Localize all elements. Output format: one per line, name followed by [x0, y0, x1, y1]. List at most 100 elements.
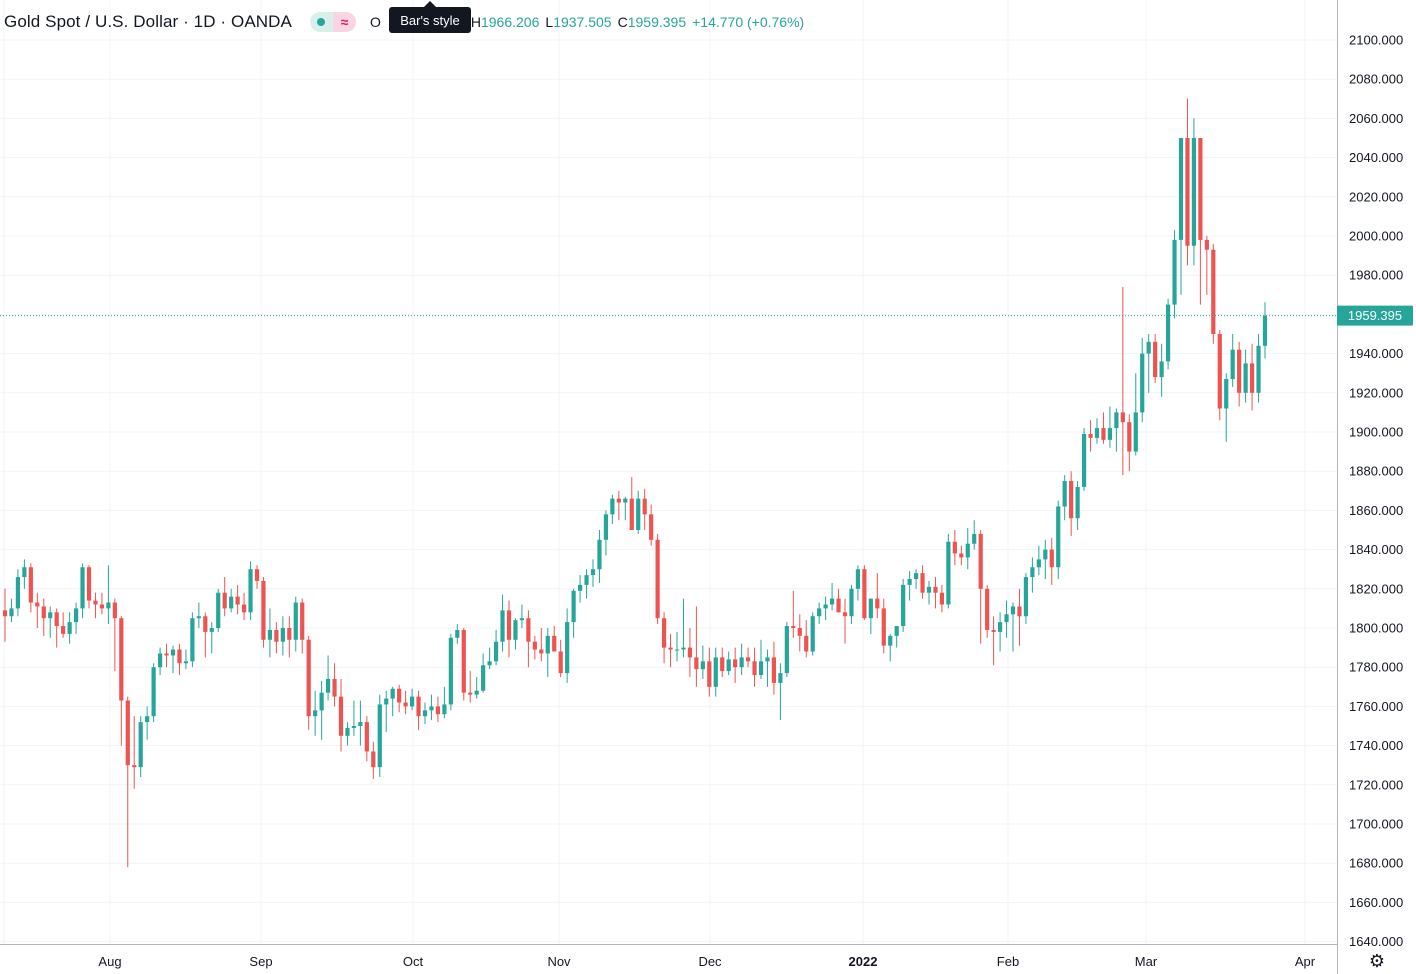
- candle-body: [93, 600, 98, 605]
- candle-down: [203, 612, 208, 658]
- candle-down: [1049, 537, 1054, 585]
- candle-up: [1114, 408, 1119, 452]
- candle-down: [978, 530, 983, 644]
- candle-down: [1237, 341, 1242, 407]
- candle-up: [267, 608, 273, 658]
- candle-body: [1243, 363, 1248, 393]
- candle-down: [1217, 330, 1222, 421]
- candle-up: [429, 694, 434, 721]
- candle-body: [300, 602, 305, 640]
- dot-icon[interactable]: [309, 12, 333, 32]
- candle-body: [1120, 412, 1125, 423]
- symbol-title[interactable]: Gold Spot / U.S. Dollar · 1D · OANDA: [4, 12, 292, 31]
- bars-style-tooltip: Bar's style: [389, 7, 471, 33]
- candle-up: [209, 622, 214, 654]
- wave-icon[interactable]: ≈: [332, 12, 356, 32]
- candle-body: [493, 641, 499, 662]
- candle-down: [61, 612, 66, 638]
- candle-body: [661, 618, 667, 648]
- candle-up: [758, 639, 764, 679]
- candle-layer: [2, 98, 1268, 868]
- candle-down: [164, 643, 169, 668]
- candle-up: [946, 533, 951, 609]
- candle-up: [67, 612, 72, 644]
- y-tick-label: 1800.000: [1349, 621, 1403, 636]
- candle-body: [442, 704, 447, 715]
- gear-icon[interactable]: ⚙: [1368, 950, 1386, 971]
- candle-down: [933, 577, 938, 609]
- candle-body: [338, 696, 344, 736]
- candle-body: [1224, 379, 1229, 409]
- candle-down: [552, 626, 557, 652]
- candle-up: [183, 649, 189, 670]
- candle-down: [300, 598, 305, 654]
- candle-up: [1191, 118, 1197, 266]
- candle-body: [804, 635, 809, 652]
- y-tick-label: 1920.000: [1349, 385, 1403, 400]
- candle-body: [894, 626, 899, 636]
- candle-body: [1107, 428, 1113, 440]
- candle-body: [416, 696, 421, 717]
- candle-body: [235, 596, 240, 605]
- candle-down: [959, 545, 964, 566]
- candle-body: [616, 498, 621, 503]
- candle-up: [248, 561, 253, 621]
- candle-body: [907, 579, 912, 585]
- candle-body: [1217, 334, 1222, 409]
- last-price-badge: [1337, 305, 1413, 326]
- candle-up: [157, 647, 163, 676]
- candle-body: [1256, 345, 1261, 393]
- candle-up: [1172, 230, 1177, 319]
- candle-body: [241, 604, 247, 613]
- candle-down: [35, 592, 40, 628]
- candle-body: [1204, 239, 1209, 250]
- candle-body: [351, 726, 357, 728]
- candle-up: [170, 645, 176, 674]
- y-tick-label: 2060.000: [1349, 111, 1403, 126]
- candle-body: [778, 673, 783, 683]
- candle-body: [694, 657, 699, 670]
- candle-body: [293, 602, 298, 640]
- candle-body: [80, 567, 85, 609]
- candle-down: [1101, 412, 1106, 444]
- candle-down: [862, 565, 867, 621]
- candle-up: [409, 688, 415, 711]
- y-tick-label: 2100.000: [1349, 33, 1403, 48]
- candle-down: [468, 671, 473, 703]
- y-tick-label: 1740.000: [1349, 738, 1403, 753]
- candle-down: [54, 608, 59, 648]
- candle-body: [67, 622, 72, 634]
- candle-body: [61, 626, 66, 634]
- candle-body: [1081, 433, 1087, 487]
- candle-up: [216, 588, 221, 632]
- y-tick-label: 1660.000: [1349, 895, 1403, 910]
- candle-body: [836, 598, 841, 613]
- candle-up: [590, 559, 596, 587]
- candle-down: [616, 490, 621, 521]
- candle-up: [106, 565, 111, 625]
- candle-down: [506, 600, 512, 658]
- candle-down: [261, 577, 266, 648]
- candle-body: [565, 622, 570, 674]
- y-tick-label: 2080.000: [1349, 72, 1403, 87]
- low-value: 1937.505: [553, 14, 612, 30]
- candle-body: [397, 688, 402, 703]
- candle-down: [287, 616, 292, 658]
- y-tick-label: 1760.000: [1349, 699, 1403, 714]
- candle-body: [112, 602, 117, 619]
- candle-body: [1088, 433, 1093, 438]
- candle-body: [720, 657, 725, 672]
- candle-up: [1062, 475, 1067, 521]
- candle-down: [655, 533, 660, 625]
- candle-body: [455, 629, 460, 638]
- x-tick-label: Oct: [403, 954, 424, 969]
- candle-up: [1081, 428, 1087, 491]
- candle-up: [1043, 539, 1048, 579]
- candle-body: [1237, 349, 1242, 393]
- candle-up: [293, 596, 298, 652]
- candle-up: [965, 528, 970, 570]
- candle-body: [674, 649, 680, 651]
- y-tick-label: 1940.000: [1349, 346, 1403, 361]
